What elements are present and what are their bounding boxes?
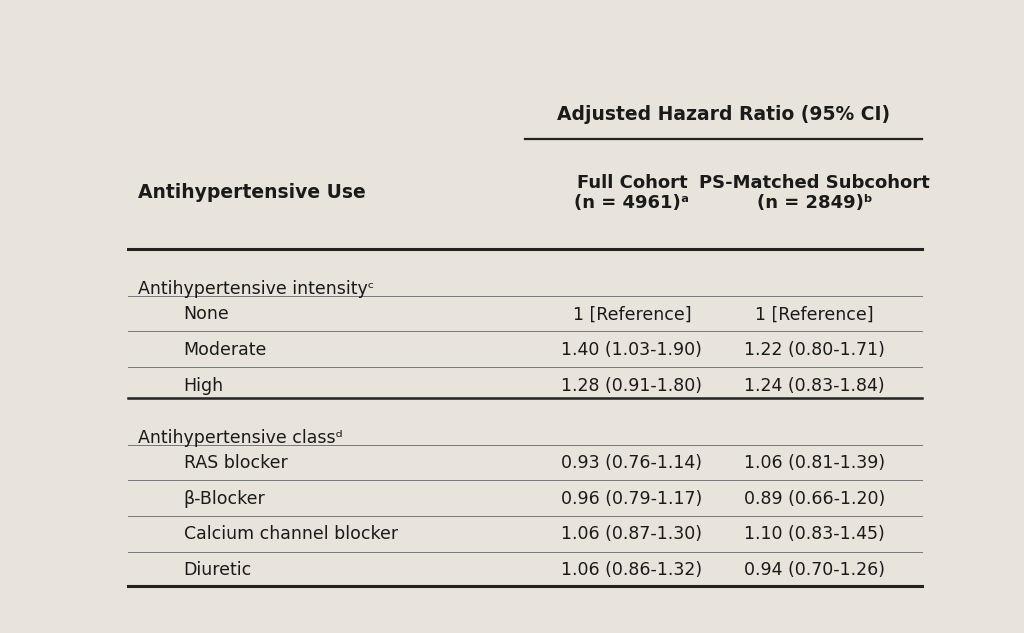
Text: 1.28 (0.91-1.80): 1.28 (0.91-1.80) [561,377,702,394]
Text: Antihypertensive Use: Antihypertensive Use [137,184,366,203]
Text: 1.40 (1.03-1.90): 1.40 (1.03-1.90) [561,341,702,359]
Text: 1.06 (0.81-1.39): 1.06 (0.81-1.39) [743,454,885,472]
Text: 1.06 (0.87-1.30): 1.06 (0.87-1.30) [561,525,702,544]
Text: 1 [Reference]: 1 [Reference] [572,305,691,323]
Text: Full Cohort
(n = 4961)ᵃ: Full Cohort (n = 4961)ᵃ [574,173,689,212]
Text: Adjusted Hazard Ratio (95% CI): Adjusted Hazard Ratio (95% CI) [557,106,890,125]
Text: 0.93 (0.76-1.14): 0.93 (0.76-1.14) [561,454,702,472]
Text: β-Blocker: β-Blocker [183,490,265,508]
Text: RAS blocker: RAS blocker [183,454,288,472]
Text: Calcium channel blocker: Calcium channel blocker [183,525,397,544]
Text: High: High [183,377,223,394]
Text: 1 [Reference]: 1 [Reference] [755,305,873,323]
Text: Antihypertensive intensityᶜ: Antihypertensive intensityᶜ [137,280,374,298]
Text: 0.94 (0.70-1.26): 0.94 (0.70-1.26) [744,561,885,579]
Text: None: None [183,305,229,323]
Text: Diuretic: Diuretic [183,561,252,579]
Text: 1.24 (0.83-1.84): 1.24 (0.83-1.84) [744,377,885,394]
Text: PS-Matched Subcohort
(n = 2849)ᵇ: PS-Matched Subcohort (n = 2849)ᵇ [699,173,930,212]
Text: 0.89 (0.66-1.20): 0.89 (0.66-1.20) [743,490,885,508]
Text: 0.96 (0.79-1.17): 0.96 (0.79-1.17) [561,490,702,508]
Text: Antihypertensive classᵈ: Antihypertensive classᵈ [137,429,342,448]
Text: Moderate: Moderate [183,341,267,359]
Text: 1.06 (0.86-1.32): 1.06 (0.86-1.32) [561,561,702,579]
Text: 1.10 (0.83-1.45): 1.10 (0.83-1.45) [744,525,885,544]
Text: 1.22 (0.80-1.71): 1.22 (0.80-1.71) [744,341,885,359]
